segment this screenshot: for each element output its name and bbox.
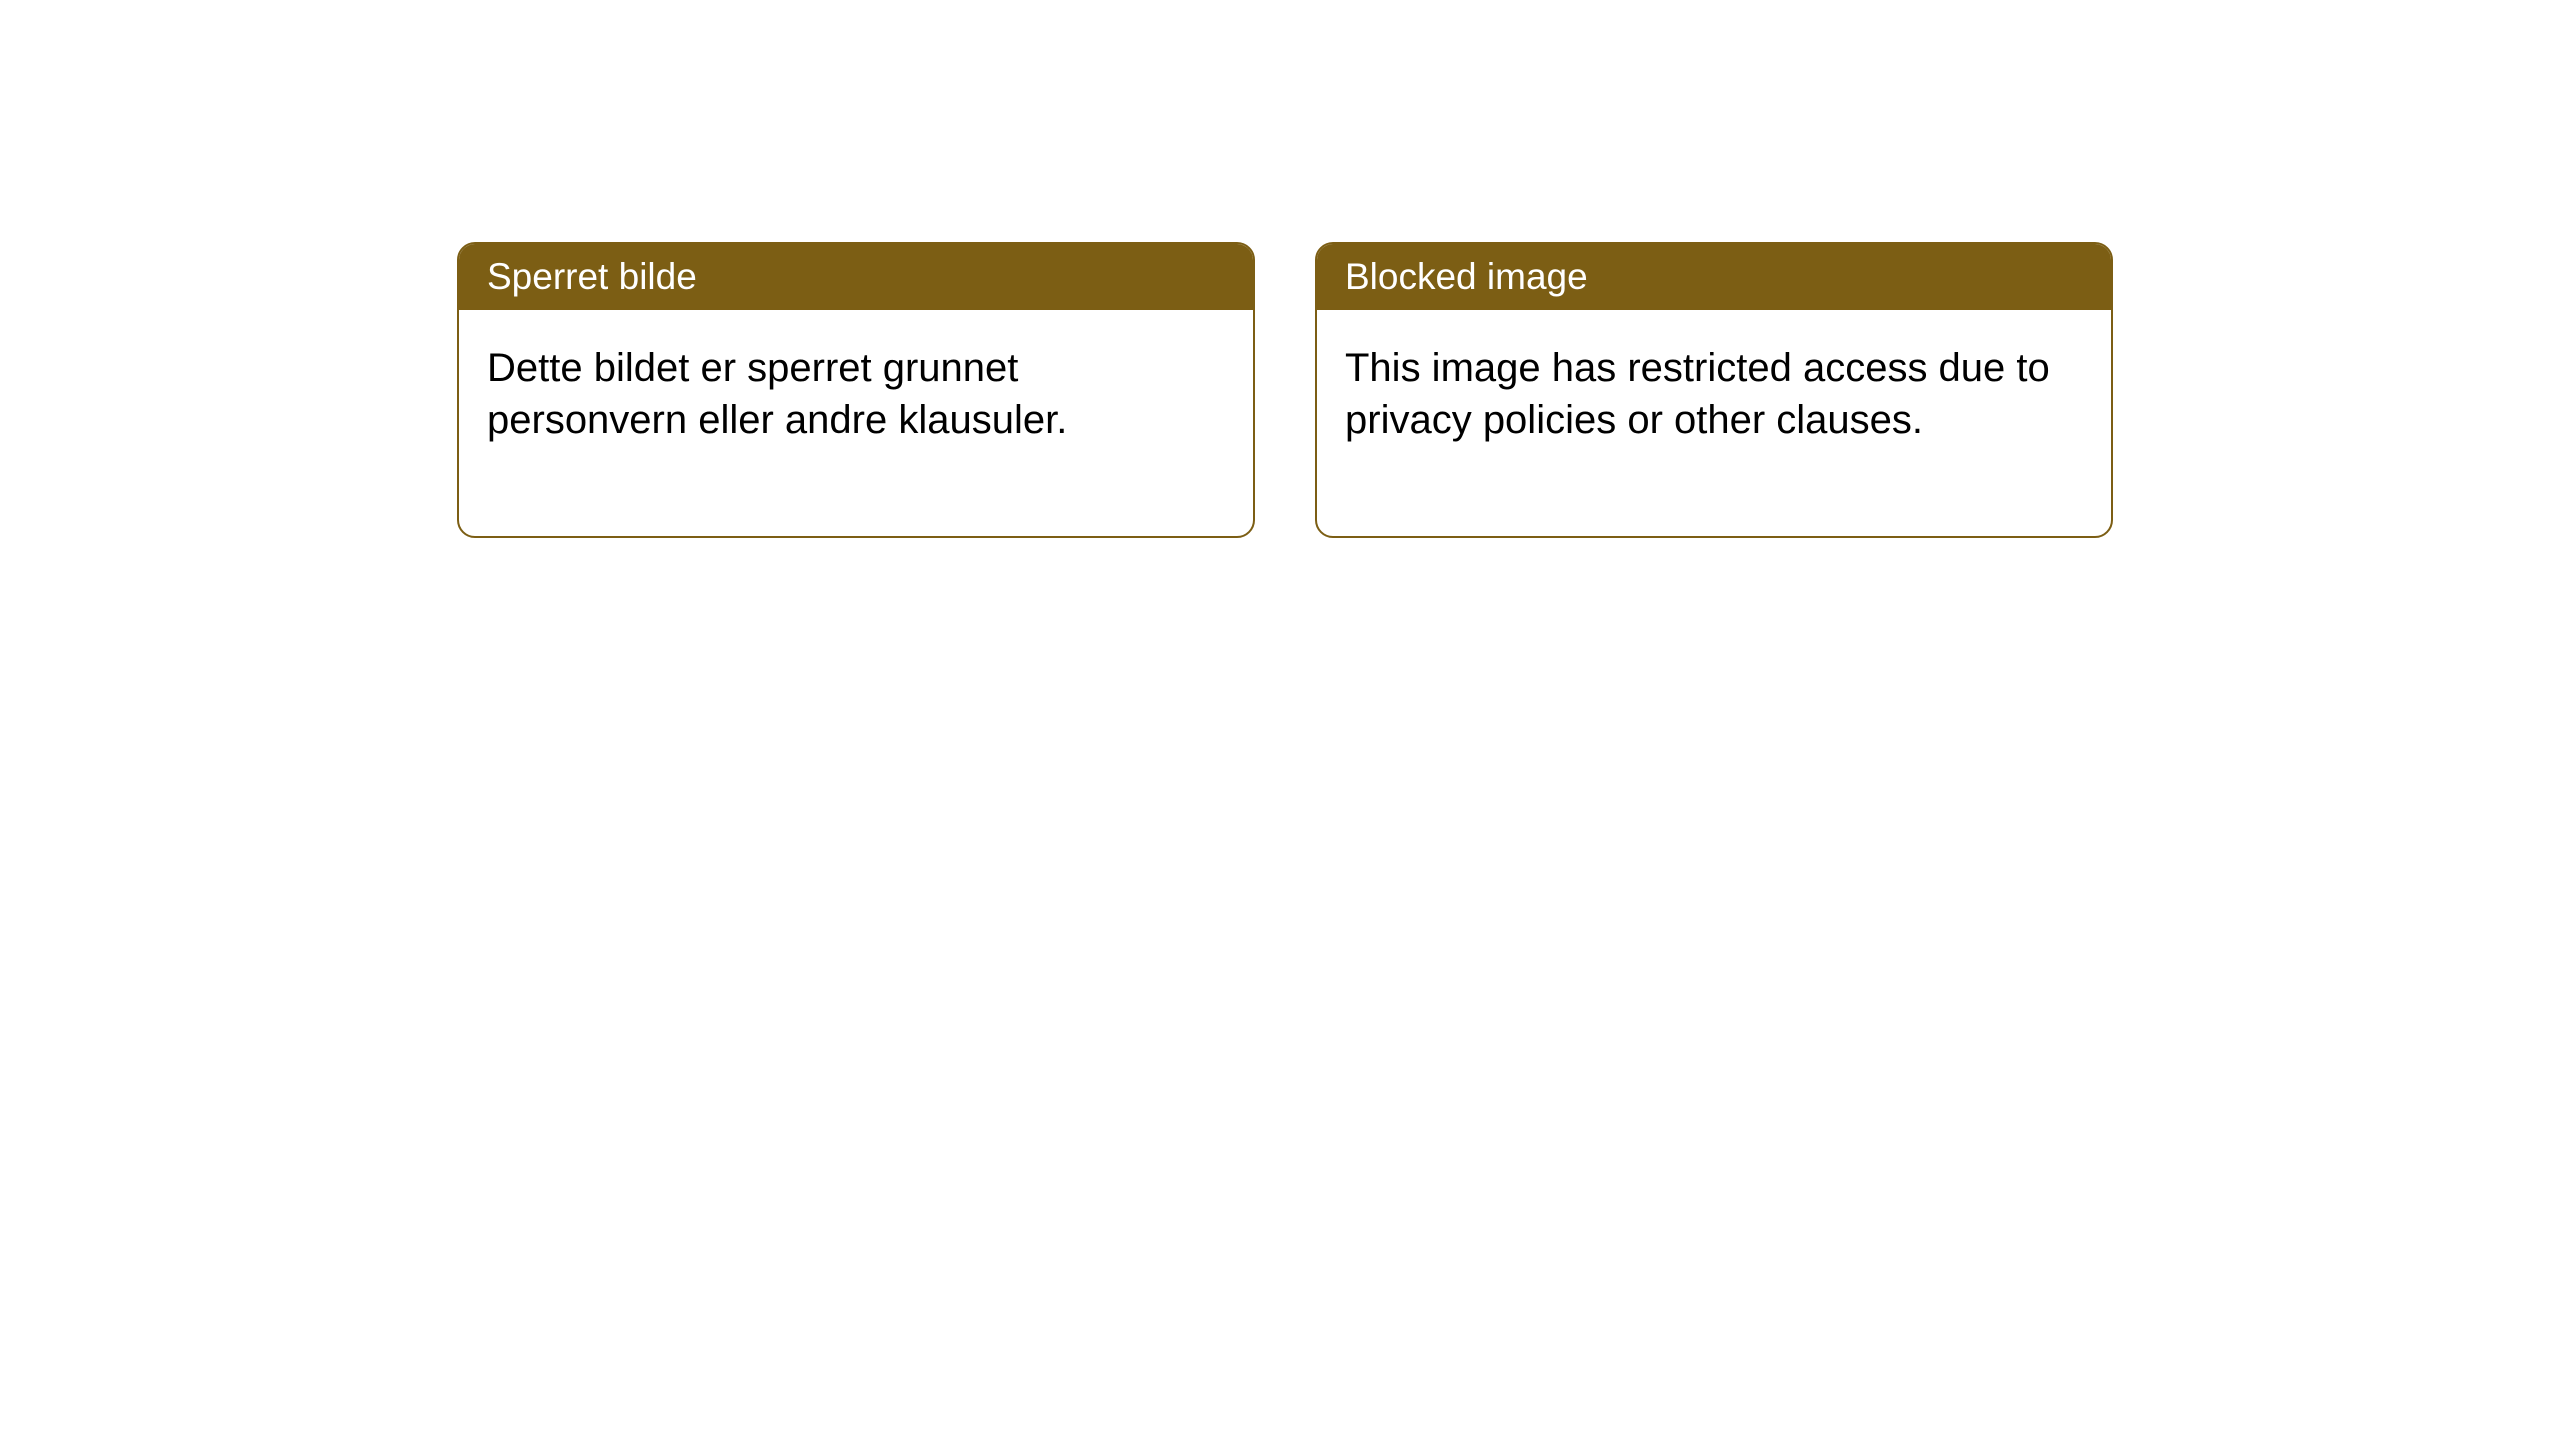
notice-title: Blocked image: [1345, 256, 1588, 297]
notice-title: Sperret bilde: [487, 256, 697, 297]
notice-body: This image has restricted access due to …: [1317, 310, 2111, 536]
notice-header: Blocked image: [1317, 244, 2111, 310]
notice-box-english: Blocked image This image has restricted …: [1315, 242, 2113, 538]
notice-box-norwegian: Sperret bilde Dette bildet er sperret gr…: [457, 242, 1255, 538]
notice-body-text: This image has restricted access due to …: [1345, 346, 2050, 442]
notice-container: Sperret bilde Dette bildet er sperret gr…: [457, 242, 2113, 538]
notice-body: Dette bildet er sperret grunnet personve…: [459, 310, 1253, 536]
notice-header: Sperret bilde: [459, 244, 1253, 310]
notice-body-text: Dette bildet er sperret grunnet personve…: [487, 346, 1067, 442]
